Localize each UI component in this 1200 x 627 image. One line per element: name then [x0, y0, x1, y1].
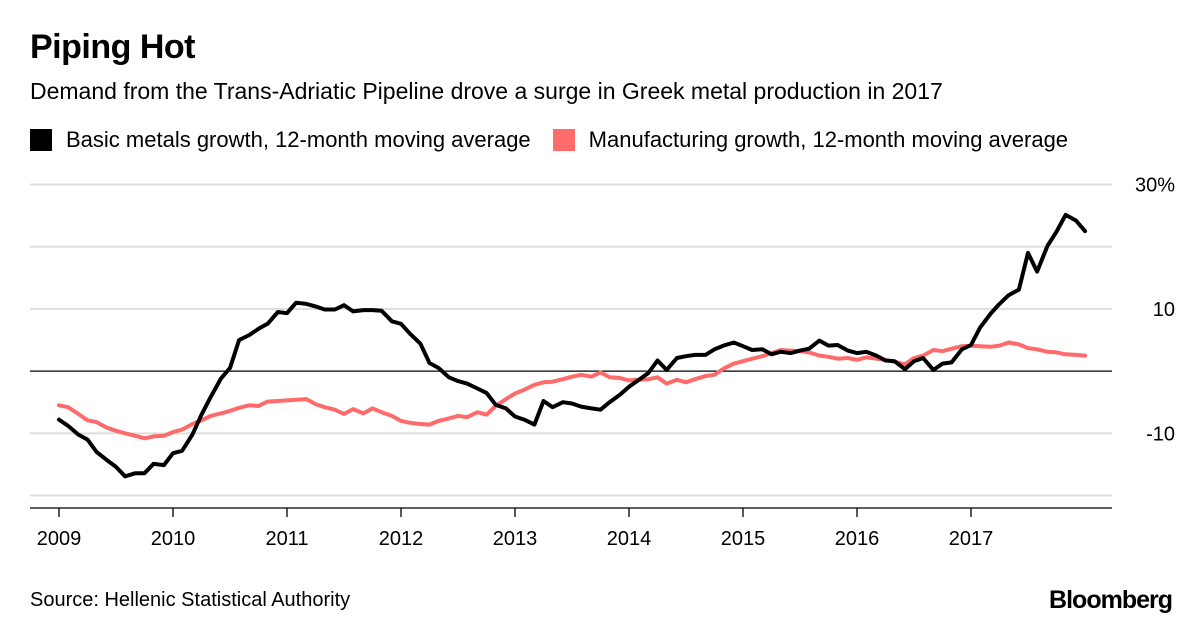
x-tick-label-2009: 2009: [37, 528, 82, 550]
y-tick-label-30: 30%: [1135, 174, 1175, 196]
legend-swatch-manufacturing: [552, 129, 575, 151]
x-tick-label-2014: 2014: [607, 528, 652, 550]
legend: Basic metals growth, 12-month moving ave…: [30, 126, 1090, 154]
series-line-manufacturing: [57, 340, 1087, 441]
y-tick-label-10: 10: [1153, 299, 1175, 321]
x-tick-label-2013: 2013: [493, 528, 538, 550]
legend-item-metals: Basic metals growth, 12-month moving ave…: [30, 127, 531, 153]
legend-label-manufacturing: Manufacturing growth, 12-month moving av…: [588, 127, 1069, 152]
y-tick-label--10: -10: [1146, 423, 1175, 445]
legend-item-manufacturing: Manufacturing growth, 12-month moving av…: [552, 127, 1069, 153]
x-tick-label-2017: 2017: [949, 528, 994, 550]
x-tick-label-2011: 2011: [265, 528, 308, 550]
source-note: Source: Hellenic Statistical Authority: [30, 589, 351, 611]
legend-swatch-metals: [30, 129, 52, 151]
bloomberg-logo: Bloomberg: [1049, 586, 1173, 614]
x-tick-label-2010: 2010: [151, 528, 196, 550]
series-line-basic-metals: [57, 212, 1087, 479]
chart-subtitle: Demand from the Trans-Adriatic Pipeline …: [30, 78, 943, 104]
chart-title: Piping Hot: [30, 28, 195, 66]
x-tick-label-2015: 2015: [721, 528, 766, 550]
x-tick-label-2016: 2016: [835, 528, 880, 550]
legend-label-metals: Basic metals growth, 12-month moving ave…: [66, 127, 531, 152]
x-tick-label-2012: 2012: [379, 528, 424, 550]
